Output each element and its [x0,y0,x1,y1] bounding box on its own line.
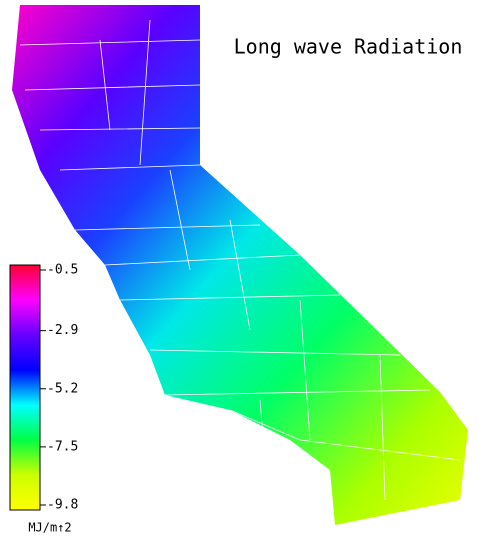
map-title: Long wave Radiation [234,35,463,59]
legend-tick-label: -9.8 [47,498,78,513]
legend-tick-label: -5.2 [47,381,78,396]
state-shape [12,5,468,525]
state-map [12,5,468,525]
legend-tick-label: -7.5 [47,439,78,454]
legend-tick-label: -2.9 [47,323,78,338]
county-lines [19,19,461,521]
legend-tick-label: -0.5 [47,263,78,278]
color-bar [9,264,41,511]
legend-unit: MJ/m↑2 [28,521,71,535]
color-legend: MJ/m↑2 -0.5 -2.9 -5.2 -7.5 -9.8 [9,263,78,535]
